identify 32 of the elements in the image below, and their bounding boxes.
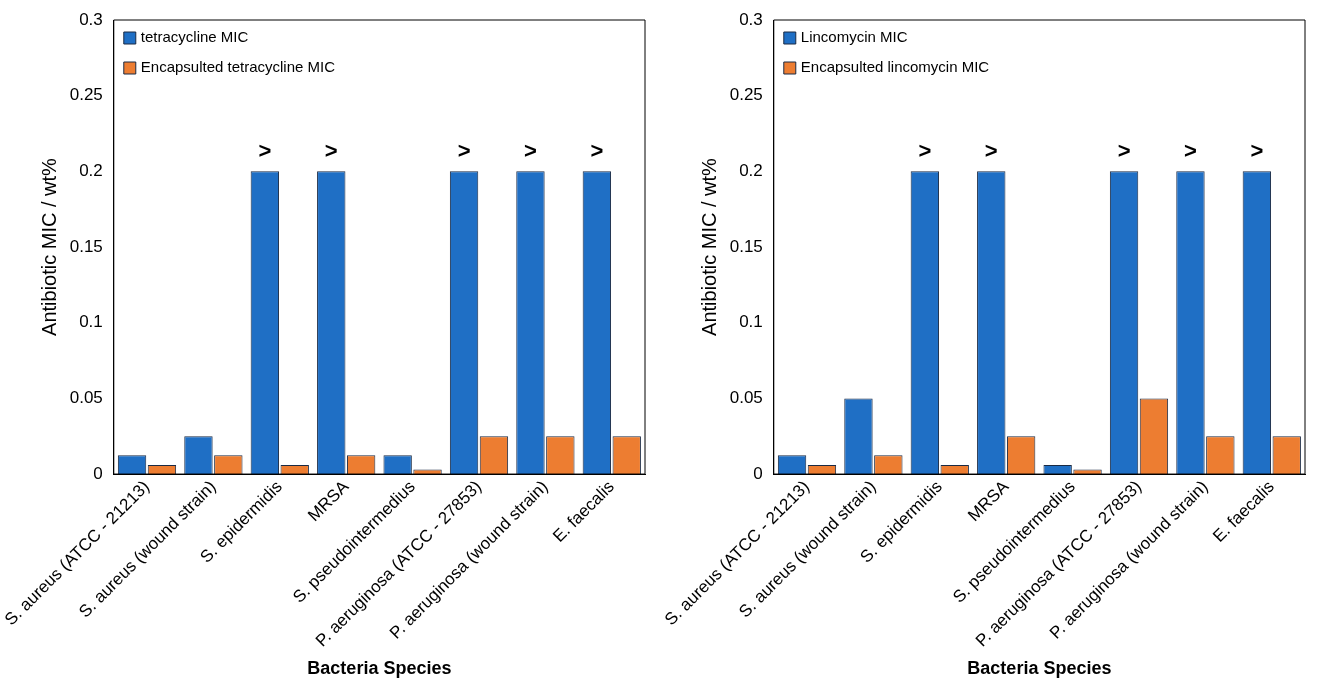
y-tick-label: 0.3 <box>79 9 103 29</box>
annotation: > <box>918 138 932 164</box>
y-tick-label: 0.15 <box>69 236 103 256</box>
annotation: > <box>258 138 272 164</box>
y-tick-label: 0.05 <box>729 388 763 408</box>
x-axis-title: Bacteria Species <box>307 658 452 679</box>
annotation: > <box>1117 138 1131 164</box>
annotation: > <box>984 138 998 164</box>
y-tick-label: 0.15 <box>729 236 763 256</box>
annotation: > <box>324 138 338 164</box>
annotation: > <box>524 138 537 164</box>
y-tick-label: 0.2 <box>739 161 763 181</box>
y-tick-label: 0.1 <box>739 312 763 332</box>
y-tick-label: 0.1 <box>79 312 103 332</box>
annotation: > <box>590 138 604 164</box>
y-axis-title: Antibiotic MIC / wt% <box>38 157 61 336</box>
y-tick-label: 0 <box>753 463 763 483</box>
annotation: > <box>1184 138 1197 164</box>
y-tick-label: 0.05 <box>69 388 103 408</box>
annotation: > <box>1250 138 1264 164</box>
x-axis-title: Bacteria Species <box>967 658 1112 679</box>
annotation: > <box>457 138 471 164</box>
y-tick-label: 0.3 <box>739 9 763 29</box>
legend-label: tetracycline MIC <box>140 28 249 46</box>
legend-label: Encapsulted lincomycin MIC <box>800 58 990 76</box>
y-tick-label: 0 <box>93 463 103 483</box>
legend-label: Encapsulted tetracycline MIC <box>140 58 336 76</box>
y-tick-label: 0.2 <box>79 161 103 181</box>
y-tick-label: 0.25 <box>69 85 103 105</box>
y-axis-title: Antibiotic MIC / wt% <box>698 157 721 336</box>
legend-label: Lincomycin MIC <box>800 28 908 46</box>
y-tick-label: 0.25 <box>729 85 763 105</box>
